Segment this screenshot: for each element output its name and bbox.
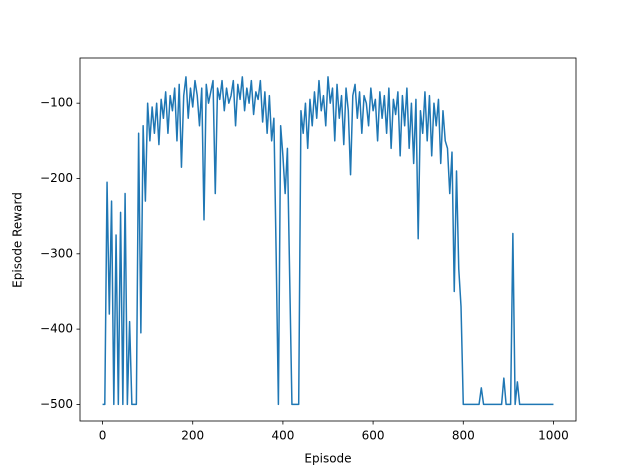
x-axis-label: Episode [304,452,351,466]
y-tick-label: −100 [40,96,73,110]
x-tick-label: 800 [452,429,475,443]
plot-frame [79,57,577,422]
x-tick-label: 1000 [538,429,569,443]
x-tick-label: 200 [181,429,204,443]
x-tick-label: 600 [362,429,385,443]
y-tick-label: −300 [40,246,73,260]
y-tick-label: −200 [40,171,73,185]
y-axis-label: Episode Reward [11,192,25,288]
y-tick-label: −500 [40,397,73,411]
data-line [102,76,554,406]
x-tick-label: 0 [99,429,107,443]
y-tick-label: −400 [40,322,73,336]
x-tick-label: 400 [271,429,294,443]
